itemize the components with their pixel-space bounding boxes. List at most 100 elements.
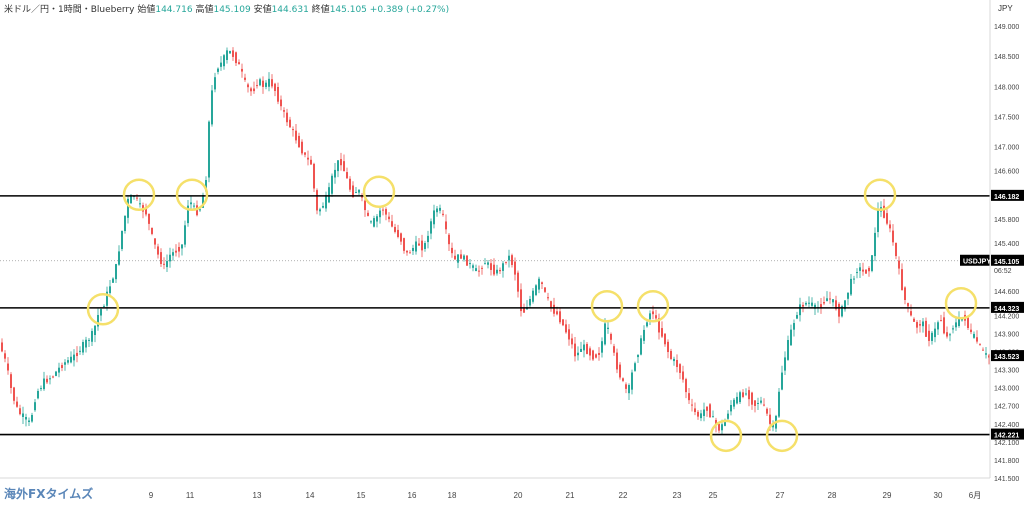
highlight-circle: [122, 178, 156, 212]
time-tick-label: 18: [448, 491, 457, 500]
candle: [280, 95, 282, 111]
candle: [214, 72, 216, 93]
candle: [877, 202, 879, 238]
candle: [70, 351, 72, 364]
candle: [850, 274, 852, 296]
candle: [289, 116, 291, 128]
candle: [31, 412, 33, 423]
candle: [949, 332, 951, 342]
candle: [544, 286, 546, 294]
candle: [397, 224, 399, 239]
candle: [424, 240, 426, 252]
candle: [208, 120, 210, 183]
candle: [736, 392, 738, 405]
candle: [577, 346, 579, 361]
svg-text:USDJPY: USDJPY: [963, 258, 991, 265]
time-tick-label: 9: [149, 491, 154, 500]
candle: [910, 304, 912, 317]
candle: [4, 350, 6, 363]
candle: [982, 347, 984, 351]
candle: [376, 213, 378, 228]
candle: [73, 349, 75, 367]
price-tick-label: 145.400: [994, 241, 1019, 248]
candle: [43, 371, 45, 391]
candle: [19, 404, 21, 416]
candle: [484, 258, 486, 265]
candle: [451, 242, 453, 258]
candle: [712, 410, 714, 418]
candle: [22, 406, 24, 424]
candle: [787, 335, 789, 361]
candle: [166, 254, 168, 273]
candle: [841, 304, 843, 318]
candle: [952, 325, 954, 334]
candle: [601, 337, 603, 358]
candle: [355, 186, 357, 194]
candle: [151, 227, 153, 236]
candle: [394, 223, 396, 234]
candle: [901, 263, 903, 291]
candle: [112, 277, 114, 284]
candle: [40, 385, 42, 392]
support-resistance-lines: [0, 195, 990, 436]
candle: [409, 250, 411, 254]
candle: [754, 399, 756, 413]
price-badge: 146.182: [991, 189, 1024, 201]
candle: [616, 348, 618, 374]
candle: [733, 397, 735, 410]
candle: [385, 207, 387, 221]
candle: [337, 160, 339, 178]
candle: [67, 356, 69, 365]
candle: [325, 191, 327, 212]
candle: [700, 409, 702, 422]
candle: [925, 317, 927, 337]
candle: [664, 333, 666, 347]
high-label: 高値: [195, 5, 214, 15]
candle: [106, 286, 108, 311]
candle: [316, 188, 318, 215]
candle: [691, 398, 693, 412]
candle: [892, 224, 894, 246]
candle: [751, 391, 753, 410]
time-tick-label: 11: [186, 491, 195, 500]
candle: [859, 263, 861, 279]
price-tick-label: 148.000: [994, 84, 1019, 91]
highlight-circle: [86, 293, 120, 326]
candle: [154, 238, 156, 249]
candle: [259, 77, 261, 87]
time-axis: 9 11 13 14 15 16 18 20 21 22 23 25 27 28 29 30 6月: [149, 491, 981, 500]
candle: [625, 382, 627, 394]
candle: [682, 365, 684, 383]
candle: [124, 215, 126, 234]
candle: [649, 310, 651, 326]
candle: [193, 202, 195, 210]
candle: [433, 204, 435, 229]
candle: [13, 386, 15, 405]
candle: [52, 375, 54, 379]
candle: [187, 199, 189, 227]
candle: [511, 253, 513, 268]
candle: [232, 47, 234, 61]
candle: [253, 81, 255, 94]
candle: [784, 351, 786, 375]
candle: [55, 370, 57, 377]
candle: [670, 348, 672, 361]
candle: [730, 400, 732, 416]
candle: [847, 292, 849, 306]
candle: [985, 347, 987, 359]
candle: [874, 227, 876, 262]
candle: [967, 317, 969, 330]
svg-text:146.182: 146.182: [994, 194, 1019, 201]
candle: [82, 339, 84, 356]
candle: [94, 325, 96, 343]
candle: [160, 248, 162, 268]
candle: [493, 258, 495, 277]
candle: [607, 321, 609, 334]
candle: [454, 249, 456, 260]
candle: [487, 260, 489, 269]
candle: [853, 275, 855, 284]
price-tick-label: 149.000: [994, 24, 1019, 31]
price-badge: 142.221: [991, 428, 1024, 440]
open-label: 始値: [137, 5, 156, 15]
